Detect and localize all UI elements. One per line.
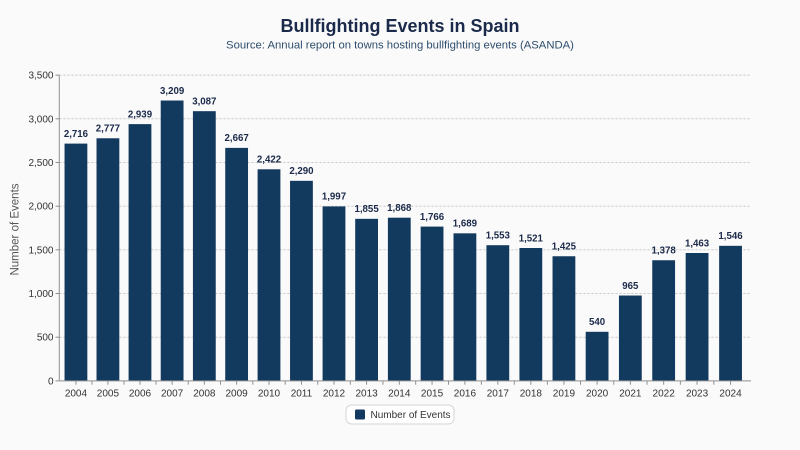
svg-text:1,689: 1,689 [453, 219, 478, 230]
svg-text:2015: 2015 [421, 389, 444, 400]
svg-text:1,378: 1,378 [652, 246, 677, 257]
svg-text:2011: 2011 [291, 389, 313, 400]
svg-text:1,868: 1,868 [387, 203, 412, 214]
svg-text:2,422: 2,422 [257, 155, 281, 166]
svg-text:2,500: 2,500 [28, 158, 53, 169]
svg-text:1,521: 1,521 [519, 233, 544, 244]
svg-text:2020: 2020 [586, 389, 609, 400]
svg-text:540: 540 [589, 317, 605, 328]
svg-text:3,087: 3,087 [192, 96, 216, 107]
svg-text:2,939: 2,939 [128, 109, 153, 120]
svg-text:1,855: 1,855 [354, 204, 379, 215]
svg-text:2013: 2013 [355, 389, 378, 400]
svg-text:2008: 2008 [193, 389, 216, 400]
svg-text:2,290: 2,290 [289, 166, 313, 177]
svg-text:1,463: 1,463 [685, 238, 710, 249]
svg-text:2014: 2014 [388, 389, 411, 400]
svg-text:2004: 2004 [65, 389, 88, 400]
svg-text:1,553: 1,553 [486, 231, 511, 242]
svg-text:2022: 2022 [653, 389, 676, 400]
svg-text:2007: 2007 [161, 389, 184, 400]
svg-text:2,667: 2,667 [224, 133, 248, 144]
svg-text:2017: 2017 [487, 389, 510, 400]
svg-text:3,209: 3,209 [160, 86, 185, 97]
svg-text:2006: 2006 [129, 389, 152, 400]
svg-text:Source: Annual report on towns: Source: Annual report on towns hosting b… [226, 40, 574, 52]
svg-text:2023: 2023 [686, 389, 709, 400]
svg-text:3,000: 3,000 [28, 114, 53, 125]
svg-text:2,777: 2,777 [96, 124, 120, 135]
svg-text:2018: 2018 [520, 389, 543, 400]
svg-text:1,766: 1,766 [420, 212, 445, 223]
svg-text:2019: 2019 [553, 389, 576, 400]
svg-text:2021: 2021 [619, 389, 642, 400]
svg-text:0: 0 [48, 376, 54, 387]
svg-text:Bullfighting Events in Spain: Bullfighting Events in Spain [280, 16, 519, 36]
svg-text:2009: 2009 [225, 389, 248, 400]
svg-text:965: 965 [622, 281, 639, 292]
svg-text:Number of Events: Number of Events [10, 183, 22, 275]
svg-text:2,000: 2,000 [28, 202, 53, 213]
svg-text:3,500: 3,500 [28, 71, 53, 82]
svg-text:2024: 2024 [719, 389, 742, 400]
svg-text:1,000: 1,000 [28, 289, 53, 300]
svg-text:Number of Events: Number of Events [371, 410, 451, 421]
svg-text:1,500: 1,500 [28, 245, 53, 256]
svg-text:2016: 2016 [454, 389, 477, 400]
svg-text:500: 500 [37, 333, 54, 344]
svg-text:2012: 2012 [323, 389, 346, 400]
svg-text:1,546: 1,546 [718, 231, 743, 242]
svg-text:2,716: 2,716 [64, 129, 89, 140]
svg-text:1,997: 1,997 [322, 192, 346, 203]
svg-text:1,425: 1,425 [552, 242, 577, 253]
svg-text:2010: 2010 [258, 389, 281, 400]
svg-text:2005: 2005 [97, 389, 120, 400]
